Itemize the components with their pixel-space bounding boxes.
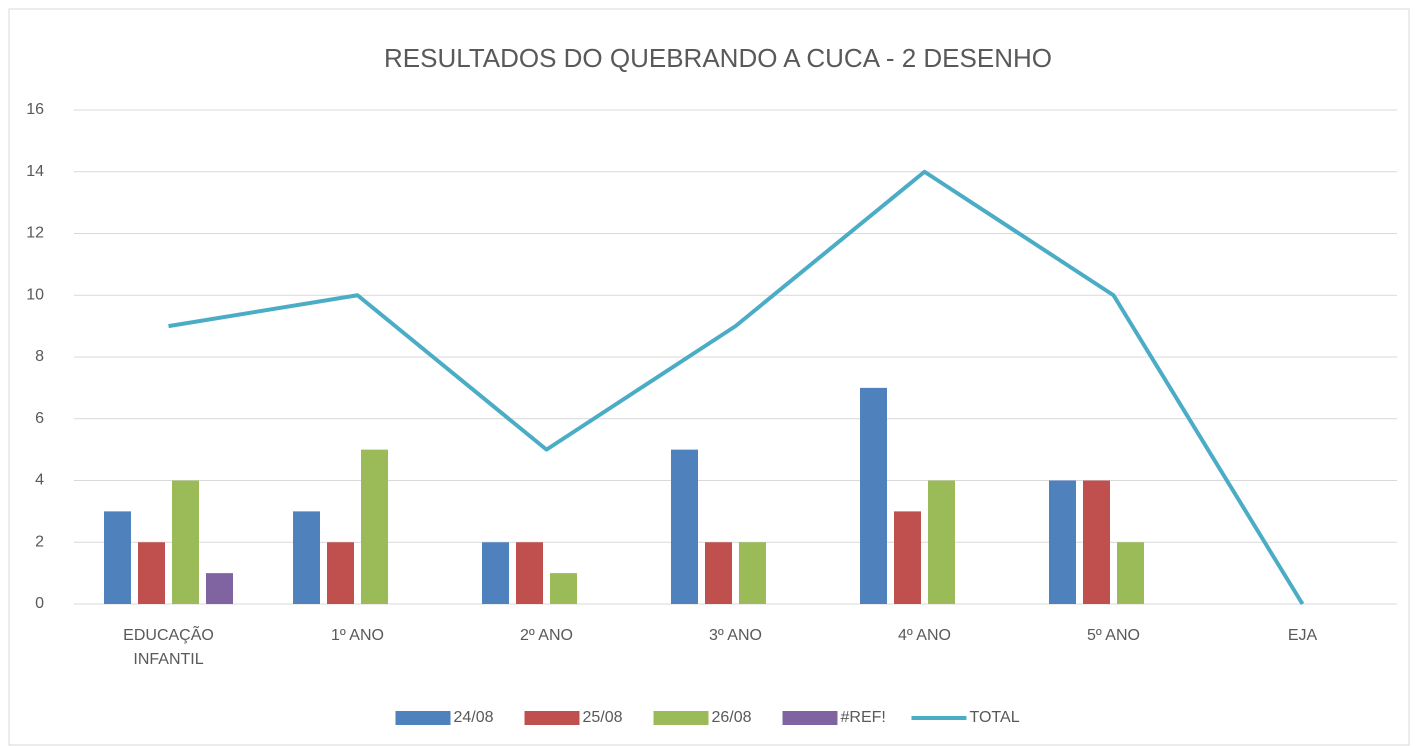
bar <box>894 511 921 604</box>
bar <box>482 542 509 604</box>
x-tick-label: EJA <box>1287 627 1318 644</box>
legend-swatch <box>653 711 709 725</box>
bar <box>739 542 766 604</box>
y-tick-label: 10 <box>26 286 44 303</box>
y-tick-label: 12 <box>26 225 44 242</box>
x-tick-label: 4º ANO <box>898 627 951 644</box>
line <box>168 169 1305 606</box>
legend-swatch <box>395 711 451 725</box>
bar <box>705 542 732 604</box>
legend-label: TOTAL <box>970 709 1020 726</box>
bar <box>327 542 354 604</box>
chart-title: RESULTADOS DO QUEBRANDO A CUCA - 2 DESEN… <box>384 43 1052 73</box>
x-tick-label: 1º ANO <box>331 627 384 644</box>
bar <box>928 480 955 604</box>
x-tick-label: 2º ANO <box>520 627 573 644</box>
bar <box>1083 480 1110 604</box>
y-tick-label: 4 <box>35 472 44 489</box>
chart-border <box>8 8 1410 746</box>
bar <box>293 511 320 604</box>
bar <box>516 542 543 604</box>
y-tick-label: 6 <box>35 410 44 427</box>
bar <box>1049 480 1076 604</box>
bar <box>172 480 199 604</box>
legend-label: 26/08 <box>712 709 752 726</box>
legend-swatch <box>782 711 838 725</box>
y-tick-label: 8 <box>35 348 44 365</box>
x-tick-label: 5º ANO <box>1087 627 1140 644</box>
y-tick-label: 16 <box>26 101 44 118</box>
y-tick-label: 0 <box>35 595 44 612</box>
bar <box>138 542 165 604</box>
bar <box>206 573 233 604</box>
bar <box>1117 542 1144 604</box>
x-tick-label: 3º ANO <box>709 627 762 644</box>
x-tick-label: EDUCAÇÃO INFANTIL <box>123 627 214 668</box>
legend-swatch <box>524 711 580 725</box>
y-tick-label: 14 <box>26 163 44 180</box>
bar <box>860 387 887 604</box>
y-tick-label: 2 <box>35 533 44 550</box>
bar <box>361 449 388 604</box>
legend-label: #REF! <box>841 709 886 726</box>
legend-label: 24/08 <box>454 709 494 726</box>
bar <box>550 573 577 604</box>
bar <box>104 511 131 604</box>
bar <box>671 449 698 604</box>
legend-label: 25/08 <box>583 709 623 726</box>
